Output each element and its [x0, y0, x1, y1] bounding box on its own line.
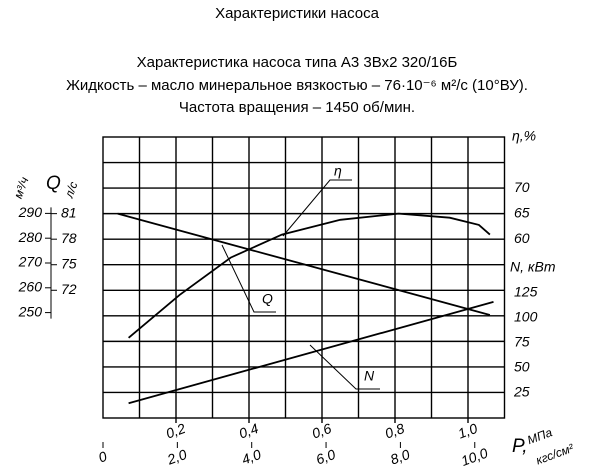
y4-tick-label: 50: [514, 359, 530, 375]
x2-tick-label: 10,0: [459, 445, 490, 469]
y2-tick-label: 60: [514, 230, 530, 246]
leader: [309, 344, 380, 390]
grid: [102, 136, 506, 419]
subtitle: Характеристика насоса типа А3 3Вх2 320/1…: [137, 54, 458, 71]
x-axis-unit: МПа: [525, 425, 554, 447]
y2-tick-label: 70: [514, 179, 530, 195]
y4-axis-label: N, кВт: [510, 259, 556, 275]
x-tick-label: 0,6: [310, 420, 334, 442]
y-tick-label: 72: [61, 281, 77, 297]
chart-title: Характеристики насоса: [215, 5, 380, 22]
y3-tick-label: 260: [18, 278, 43, 294]
x-tick-label: 0,2: [164, 420, 188, 442]
series-line: [128, 212, 491, 339]
series-label: Q: [262, 291, 273, 307]
y2-tick-label: 65: [514, 204, 530, 220]
y2-axis-label: η,%: [512, 128, 536, 144]
y3-tick-label: 250: [18, 303, 43, 319]
x2-axis-unit: кгс/см²: [534, 441, 576, 468]
subtitle: Частота вращения – 1450 об/мин.: [179, 99, 415, 116]
subtitle: Жидкость – масло минеральное вязкостью –…: [66, 77, 528, 94]
x-tick-label: 0,4: [237, 420, 261, 442]
plot-frame: [102, 136, 506, 419]
y3-tick-label: 270: [18, 254, 43, 270]
y-tick-label: 81: [61, 204, 77, 220]
x2-tick-label: 2,0: [164, 446, 189, 468]
x-axis-label: P,: [512, 436, 528, 457]
y4-tick-label: 100: [514, 308, 538, 324]
y3-tick-label: 290: [18, 204, 43, 220]
y4-tick-label: 75: [514, 333, 530, 349]
x2-tick-label: 0: [96, 448, 109, 466]
y-axis-unit: л/с: [62, 180, 81, 201]
series-line: [117, 212, 491, 316]
series-label: η: [334, 163, 342, 179]
leader: [282, 179, 352, 237]
series-label: N: [364, 368, 375, 384]
y-tick-label: 75: [61, 255, 77, 271]
x-tick-label: 1,0: [456, 420, 480, 442]
y4-tick-label: 125: [514, 283, 538, 299]
y3-tick-label: 280: [18, 229, 43, 245]
series-line: [128, 301, 494, 405]
y-axis-label: Q: [46, 173, 61, 194]
x2-tick-label: 4,0: [239, 446, 263, 468]
x2-tick-label: 6,0: [314, 446, 338, 468]
x-tick-label: 0,8: [383, 420, 407, 442]
y3-axis-unit: м³/ч: [11, 175, 32, 200]
y-tick-label: 78: [61, 230, 77, 246]
x2-tick-label: 8,0: [388, 446, 412, 468]
leader: [221, 244, 276, 313]
y4-tick-label: 25: [513, 384, 530, 400]
